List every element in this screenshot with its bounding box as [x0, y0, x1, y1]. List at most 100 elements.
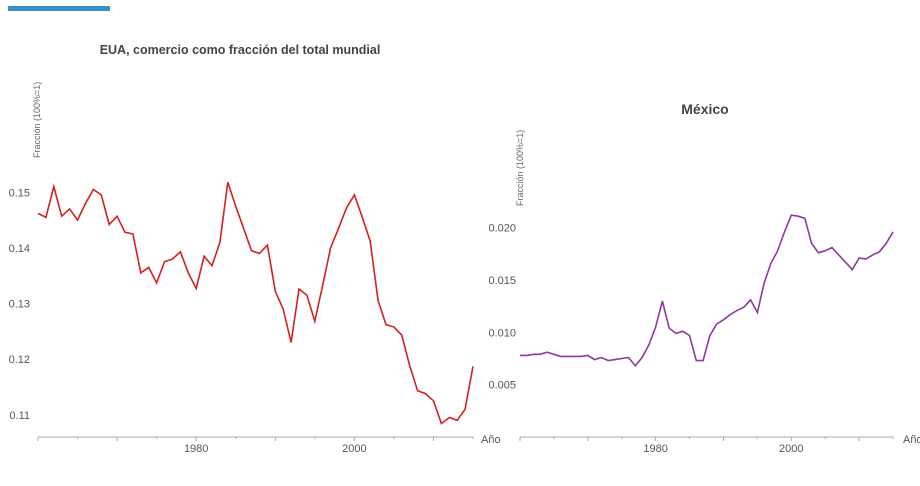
data-point [790, 214, 792, 216]
data-point [695, 360, 697, 362]
data-point [259, 252, 261, 254]
data-point [61, 215, 63, 217]
data-point [614, 359, 616, 361]
data-point [628, 357, 630, 359]
data-point [251, 250, 253, 252]
data-point [298, 288, 300, 290]
y-axis-label: Fracción (100%=1) [32, 82, 42, 158]
data-point [409, 365, 411, 367]
y-tick-label: 0.010 [488, 327, 516, 339]
data-point [456, 419, 458, 421]
data-point [743, 306, 745, 308]
data-point [824, 250, 826, 252]
x-tick-label: 1980 [643, 443, 667, 455]
data-point [266, 244, 268, 246]
data-point [100, 194, 102, 196]
data-point [45, 216, 47, 218]
data-point [346, 207, 348, 209]
data-point [440, 423, 442, 425]
data-point [472, 365, 474, 367]
data-point [885, 242, 887, 244]
y-tick-label: 0.13 [9, 299, 30, 311]
y-axis-corner-label: Año [481, 434, 501, 446]
data-point [464, 408, 466, 410]
data-point [587, 354, 589, 356]
data-point [553, 353, 555, 355]
data-point [872, 254, 874, 256]
chart-mexico-trade-share: México Fracción (100%=1) Año Año 1980 200… [481, 101, 920, 455]
data-point [227, 181, 229, 183]
data-point [108, 224, 110, 226]
data-point [448, 417, 450, 419]
data-point [433, 400, 435, 402]
data-point [243, 227, 245, 229]
data-point [797, 215, 799, 217]
data-point [235, 205, 237, 207]
x-tick-label: 2000 [779, 443, 803, 455]
data-point [865, 258, 867, 260]
data-point [634, 365, 636, 367]
data-point [417, 390, 419, 392]
data-point [777, 250, 779, 252]
data-point [77, 219, 79, 221]
data-point [580, 355, 582, 357]
data-point [53, 186, 55, 188]
data-point [164, 261, 166, 263]
data-point [116, 215, 118, 217]
data-point [804, 217, 806, 219]
data-point [702, 360, 704, 362]
data-point [858, 257, 860, 259]
data-point [648, 344, 650, 346]
x-tick-label: 1980 [184, 443, 208, 455]
data-point [689, 335, 691, 337]
data-point [600, 357, 602, 359]
data-point [282, 308, 284, 310]
accent-bar [8, 6, 110, 11]
y-tick-label: 0.015 [488, 275, 516, 287]
data-point [892, 231, 894, 233]
data-point [69, 208, 71, 210]
x-axis-label: Año [903, 434, 920, 446]
data-point [385, 324, 387, 326]
data-point [716, 323, 718, 325]
data-point [369, 240, 371, 242]
data-point [621, 358, 623, 360]
data-point [377, 300, 379, 302]
data-point [219, 241, 221, 243]
data-point [770, 262, 772, 264]
data-point [723, 319, 725, 321]
data-point [811, 242, 813, 244]
data-point [736, 309, 738, 311]
data-point [393, 326, 395, 328]
data-point [533, 353, 535, 355]
data-point [675, 332, 677, 334]
data-point [140, 272, 142, 274]
data-point [187, 272, 189, 274]
data-point [573, 355, 575, 357]
data-point [594, 359, 596, 361]
chart-title: México [681, 101, 728, 117]
data-point [546, 351, 548, 353]
data-point [526, 354, 528, 356]
y-tick-label: 0.020 [488, 223, 516, 235]
data-point [274, 290, 276, 292]
data-point [338, 227, 340, 229]
y-tick-label: 0.15 [9, 187, 30, 199]
data-point [845, 261, 847, 263]
data-point [124, 231, 126, 233]
data-point [361, 216, 363, 218]
data-point [306, 294, 308, 296]
data-point [655, 326, 657, 328]
data-point [851, 269, 853, 271]
data-point [838, 254, 840, 256]
data-point [682, 330, 684, 332]
y-tick-label: 0.14 [9, 243, 30, 255]
data-point [831, 247, 833, 249]
data-point [607, 360, 609, 362]
data-point [85, 202, 87, 204]
data-point [401, 334, 403, 336]
data-point [750, 299, 752, 301]
data-point [179, 251, 181, 253]
series-line-us [37, 181, 474, 425]
